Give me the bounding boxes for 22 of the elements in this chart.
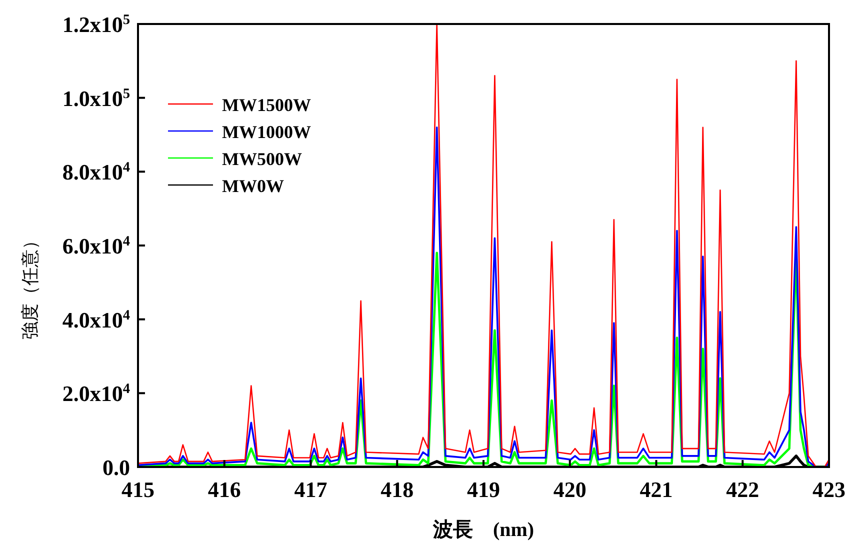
y-tick-label: 1.0x10$^{5}$ — [62, 86, 130, 111]
y-tick-label: 8.0x10$^{4}$ — [62, 160, 130, 185]
x-tick-label: 421 — [640, 477, 673, 502]
y-tick-label: 2.0x10$^{4}$ — [62, 381, 130, 406]
x-tick-label: 418 — [380, 477, 414, 502]
y-tick-label: 6.0x10$^{4}$ — [62, 234, 130, 258]
x-tick-label: 420 — [553, 477, 586, 502]
legend-label: MW1000W — [222, 122, 311, 142]
x-tick-label: 423 — [812, 477, 846, 502]
x-tick-label: 419 — [467, 477, 500, 502]
y-tick-label: 4.0x10$^{4}$ — [62, 307, 130, 332]
legend-label: MW500W — [222, 149, 302, 169]
x-tick-label: 416 — [208, 477, 241, 502]
x-tick-label: 415 — [122, 477, 154, 502]
y-axis-title: 強度（任意） — [20, 232, 41, 340]
legend-label: MW0W — [222, 176, 284, 196]
x-axis-title: 波長 (nm) — [432, 519, 534, 541]
legend-label: MW1500W — [222, 95, 311, 115]
x-tick-label: 422 — [726, 477, 760, 502]
x-tick-label: 417 — [294, 477, 328, 502]
y-tick-label: 1.2x10$^{5}$ — [62, 12, 130, 37]
y-tick-label: 0.0 — [102, 455, 130, 480]
